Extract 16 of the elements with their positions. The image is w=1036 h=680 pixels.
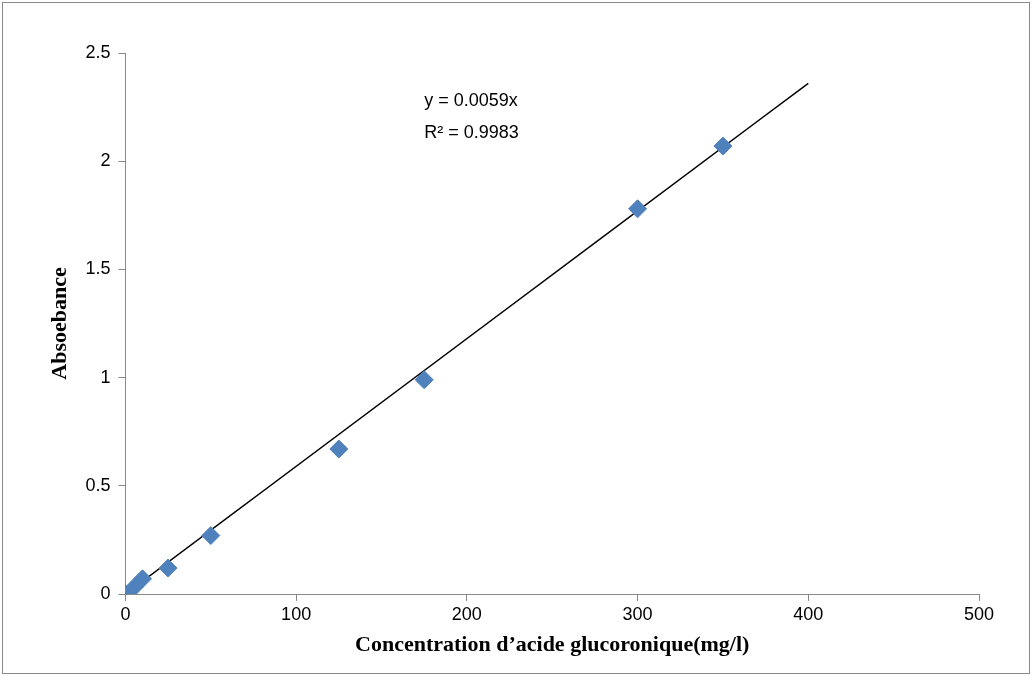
y-tick-label: 1.5 (85, 258, 111, 279)
x-tick-label: 500 (963, 603, 995, 624)
y-tick-label: 0.5 (85, 474, 111, 495)
x-tick-label: 300 (622, 603, 653, 624)
annotation: R² = 0.9983 (424, 121, 519, 142)
x-tick-label: 0 (120, 603, 131, 624)
x-tick-label: 400 (793, 603, 824, 624)
x-axis-title: Concentration d’acide glucoronique(mg/l) (355, 631, 750, 657)
y-tick-label: 0 (100, 582, 111, 603)
y-tick-label: 2.5 (85, 41, 111, 62)
annotation: y = 0.0059x (424, 89, 518, 110)
x-tick-label: 100 (281, 603, 312, 624)
x-tick-label: 200 (451, 603, 482, 624)
y-tick-label: 1 (100, 366, 111, 387)
y-axis-title: Absoebance (45, 267, 71, 380)
y-tick-label: 2 (100, 150, 111, 171)
